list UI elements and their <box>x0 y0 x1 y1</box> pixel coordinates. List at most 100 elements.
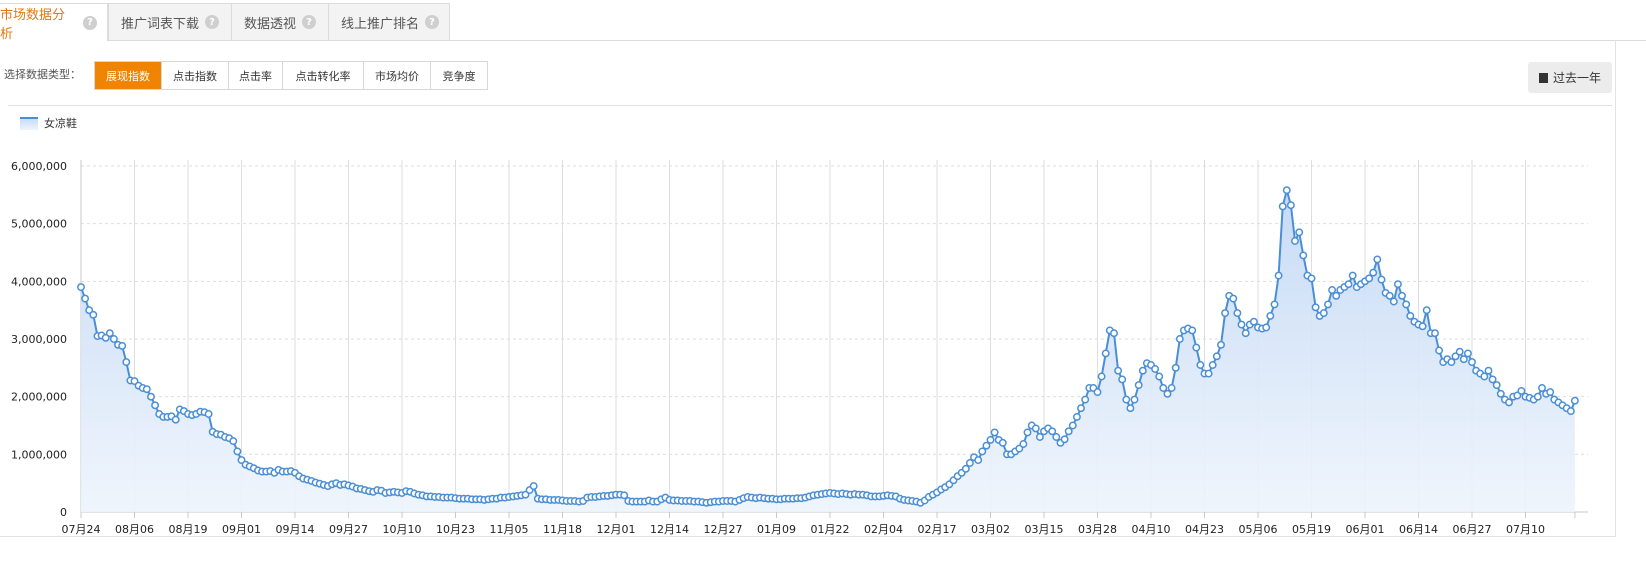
data-point <box>1517 386 1526 395</box>
data-point <box>1270 300 1279 309</box>
tab-market-analysis[interactable]: 市场数据分析 ? <box>0 3 108 42</box>
x-tick-label: 02月17 <box>918 523 957 536</box>
data-point <box>1451 352 1460 361</box>
help-icon[interactable]: ? <box>302 15 317 29</box>
data-point <box>1266 311 1275 320</box>
data-point <box>1155 372 1164 381</box>
data-point <box>109 335 118 343</box>
legend-swatch <box>20 116 38 130</box>
x-tick-label: 07月24 <box>62 523 101 536</box>
data-point <box>1332 291 1341 300</box>
data-point <box>1431 329 1439 338</box>
y-tick-label: 4,000,000 <box>11 275 67 288</box>
data-type-competition[interactable]: 竞争度 <box>431 62 487 89</box>
data-point <box>529 482 538 491</box>
data-type-label: 选择数据类型： <box>4 68 81 81</box>
data-point <box>1447 358 1456 367</box>
x-tick-label: 11月18 <box>543 523 582 536</box>
data-point <box>1196 361 1205 369</box>
tab-online-ranking[interactable]: 线上推广排名 ? <box>328 3 450 40</box>
data-point <box>1422 306 1431 315</box>
data-type-clicks[interactable]: 点击指数 <box>162 62 229 89</box>
data-point <box>1484 366 1493 375</box>
data-point <box>1282 186 1291 195</box>
tab-data-pivot[interactable]: 数据透视 ? <box>231 3 329 40</box>
x-tick-label: 01月09 <box>757 523 796 536</box>
series-area <box>81 190 1575 512</box>
data-point <box>77 283 85 292</box>
help-icon[interactable]: ? <box>425 15 439 29</box>
data-point <box>1081 395 1090 404</box>
tab-label: 线上推广排名 <box>341 16 420 32</box>
x-tick-label: 02月04 <box>864 523 903 536</box>
data-point <box>1492 381 1501 390</box>
data-point <box>978 447 987 456</box>
x-tick-label: 05月19 <box>1292 523 1331 536</box>
data-point <box>990 428 999 437</box>
data-point <box>1118 375 1127 384</box>
data-point <box>1192 343 1201 352</box>
data-point <box>89 310 98 319</box>
data-point <box>1060 435 1069 444</box>
x-tick-label: 06月01 <box>1346 523 1385 536</box>
tab-label: 市场数据分析 <box>0 7 66 42</box>
data-point <box>1389 297 1398 306</box>
data-point <box>1167 384 1176 392</box>
calendar-icon <box>1538 72 1548 83</box>
data-point <box>118 341 127 350</box>
data-point <box>1463 349 1472 358</box>
data-point <box>1175 335 1184 343</box>
data-point <box>1365 274 1374 283</box>
data-type-ctr[interactable]: 点击率 <box>229 62 283 89</box>
data-point <box>171 415 180 424</box>
data-point <box>1130 395 1139 404</box>
help-icon[interactable]: ? <box>205 15 220 29</box>
data-type-avg-price[interactable]: 市场均价 <box>364 62 431 89</box>
data-point <box>81 294 90 303</box>
date-range-button[interactable]: 过去一年 <box>1528 62 1612 93</box>
data-point <box>147 392 155 401</box>
data-point <box>1488 375 1497 384</box>
data-point <box>1072 412 1081 421</box>
data-point <box>1093 388 1102 397</box>
series-points <box>77 186 1579 507</box>
data-type-conversion[interactable]: 点击转化率 <box>283 62 364 89</box>
data-point <box>1319 309 1328 318</box>
tab-bar-border <box>0 40 1646 41</box>
data-point <box>229 437 238 446</box>
data-point <box>974 456 983 465</box>
x-tick-label: 12月14 <box>650 523 689 536</box>
y-tick-label: 1,000,000 <box>11 448 67 461</box>
data-point <box>1406 311 1415 320</box>
x-tick-label: 10月23 <box>436 523 475 536</box>
data-point <box>1048 427 1057 436</box>
data-point <box>1163 389 1172 398</box>
chart-legend[interactable]: 女凉鞋 <box>20 115 77 131</box>
x-axis: 07月24 08月06 08月19 09月01 09月14 09月27 10月10 10月23… <box>62 511 1588 536</box>
x-tick-label: 11月05 <box>490 523 529 536</box>
tab-label: 推广词表下载 <box>121 16 200 32</box>
data-point <box>1249 317 1258 326</box>
data-point <box>1110 329 1118 338</box>
x-tick-label: 12月27 <box>704 523 743 536</box>
data-point <box>233 447 242 456</box>
data-point <box>1393 280 1402 289</box>
data-point <box>1097 372 1106 381</box>
data-point <box>1023 428 1032 437</box>
data-point <box>1570 396 1579 405</box>
help-icon[interactable]: ? <box>83 15 97 30</box>
data-point <box>982 441 991 450</box>
y-tick-label: 0 <box>60 506 67 519</box>
tab-bar: 市场数据分析 ? 推广词表下载 ? 数据透视 ? 线上推广排名 ? <box>0 0 1646 42</box>
data-type-impressions[interactable]: 展现指数 <box>95 62 162 89</box>
y-tick-label: 2,000,000 <box>11 391 67 404</box>
x-tick-label: 10月10 <box>383 523 422 536</box>
data-point <box>1533 392 1542 401</box>
data-point <box>1035 433 1044 441</box>
data-point <box>1221 309 1230 318</box>
panel-bottom-border <box>0 536 1616 537</box>
data-point <box>1217 340 1225 349</box>
data-point <box>1286 201 1295 210</box>
data-point <box>1307 274 1316 283</box>
